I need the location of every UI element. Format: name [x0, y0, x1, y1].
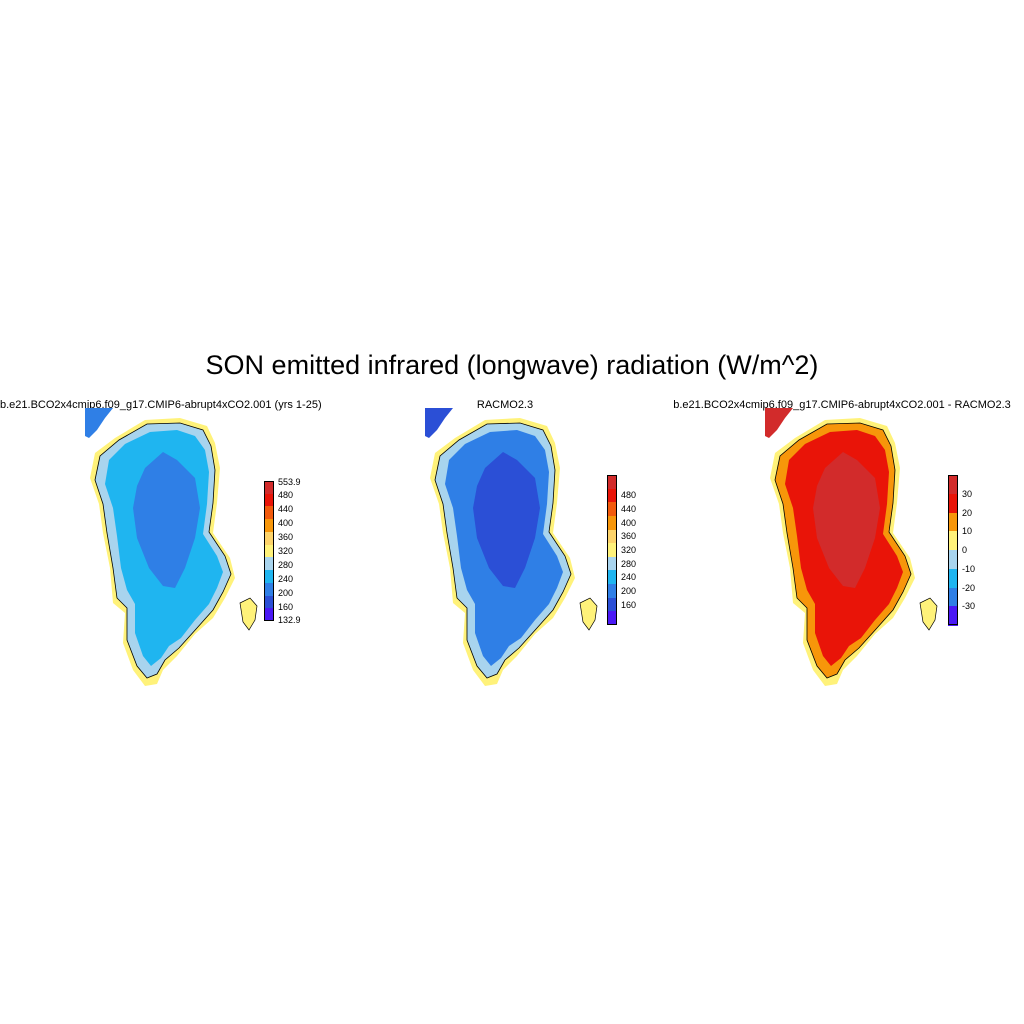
colorbar-tick-label: 200 — [621, 585, 637, 596]
colorbar-tick-label: 360 — [621, 531, 637, 542]
colorbar-swatch — [264, 557, 274, 571]
panel-1-map — [85, 408, 258, 686]
colorbar-swatch — [607, 529, 617, 544]
colorbar-swatch — [948, 550, 958, 570]
colorbar-tick-label: -10 — [962, 563, 976, 574]
east-island — [240, 598, 257, 630]
colorbar-tick-label: 280 — [621, 558, 637, 569]
colorbar-swatch — [607, 475, 617, 490]
colorbar-tick-label: 320 — [621, 545, 637, 555]
colorbar-box — [948, 475, 958, 625]
colorbar-tick-label: 10 — [962, 526, 973, 537]
colorbar-swatch — [607, 611, 617, 626]
panel-2-colorbar: 480 440 400 360 320 280 240 200 160 — [607, 475, 667, 626]
colorbar-swatch — [264, 481, 274, 495]
colorbar-swatch — [264, 493, 274, 507]
colorbar-tick-label: 240 — [278, 574, 294, 584]
colorbar-tick-label: 0 — [962, 545, 968, 555]
ice-sheet-interior — [473, 452, 540, 588]
colorbar-swatch — [264, 519, 274, 533]
panel-3-title: b.e21.BCO2x4cmip6.f09_g17.CMIP6-abrupt4x… — [673, 399, 1011, 411]
colorbar-box — [607, 475, 617, 625]
colorbar-swatch — [607, 502, 617, 517]
colorbar-tick-label: 320 — [278, 546, 294, 556]
colorbar-swatch — [607, 515, 617, 531]
colorbar-tick-label: 400 — [621, 517, 637, 528]
colorbar-swatch — [948, 606, 958, 626]
colorbar-tick-label: 240 — [621, 572, 637, 583]
east-island — [920, 598, 937, 630]
panel-2-title: RACMO2.3 — [476, 399, 534, 411]
northwest-corner — [765, 408, 793, 438]
colorbar-tick-label: 200 — [278, 588, 294, 598]
coastline-outline — [774, 422, 912, 679]
ice-sheet-interior — [133, 452, 200, 588]
ice-sheet-interior — [813, 452, 880, 588]
northwest-corner — [85, 408, 113, 438]
colorbar-tick-label: -30 — [962, 601, 976, 612]
colorbar-swatch — [264, 608, 274, 622]
island-outline — [239, 597, 258, 631]
colorbar-swatch — [264, 506, 274, 520]
panel-3-map — [765, 408, 938, 686]
colorbar-swatch — [264, 582, 274, 597]
panel-2-map — [425, 408, 598, 686]
colorbar-tick-label: 553.9 — [278, 477, 301, 487]
colorbar-tick-label: 160 — [621, 599, 637, 610]
colorbar-swatch — [264, 531, 274, 546]
colorbar-tick-label: -20 — [962, 582, 976, 593]
colorbar-tick-label: 30 — [962, 488, 973, 499]
coastline-outline — [94, 422, 232, 679]
colorbar-swatch — [264, 570, 274, 584]
colorbar-swatch — [607, 597, 617, 612]
northwest-corner — [425, 408, 453, 438]
colorbar-swatch — [948, 568, 958, 588]
colorbar-swatch — [948, 475, 958, 495]
panel-1-title: b.e21.BCO2x4cmip6.f09_g17.CMIP6-abrupt4x… — [0, 399, 322, 411]
colorbar-tick-label: 20 — [962, 507, 973, 518]
colorbar-swatch — [607, 556, 617, 571]
east-island — [580, 598, 597, 630]
figure-title: SON emitted infrared (longwave) radiatio… — [205, 350, 819, 380]
panel-3-colorbar: 30 20 10 0 -10 -20 -30 — [948, 475, 1008, 626]
colorbar-swatch — [607, 584, 617, 599]
colorbar-swatch — [607, 570, 617, 585]
colorbar-swatch — [948, 512, 958, 532]
colorbar-swatch — [948, 587, 958, 607]
colorbar-tick-label: 440 — [278, 504, 294, 514]
colorbar-swatch — [264, 595, 274, 609]
coastline-outline — [434, 422, 572, 679]
colorbar-tick-label: 160 — [278, 602, 294, 612]
colorbar-tick-label: 360 — [278, 532, 294, 542]
colorbar-swatch — [948, 531, 958, 551]
colorbar-tick-label: 280 — [278, 560, 294, 570]
colorbar-tick-label: 400 — [278, 518, 294, 528]
colorbar-swatch — [264, 544, 274, 558]
island-outline — [919, 597, 938, 631]
colorbar-tick-label: 440 — [621, 504, 637, 515]
panel-1-colorbar: 553.9 480 440 400 360 320 280 240 200 160 132.9 — [264, 477, 324, 625]
colorbar-swatch — [607, 488, 617, 503]
island-outline — [579, 597, 598, 631]
colorbar-tick-label: 132.9 — [278, 615, 301, 625]
colorbar-swatch — [607, 543, 617, 558]
colorbar-box — [264, 481, 274, 621]
colorbar-tick-label: 480 — [278, 490, 294, 500]
colorbar-tick-label: 480 — [621, 490, 637, 501]
colorbar-swatch — [948, 493, 958, 513]
